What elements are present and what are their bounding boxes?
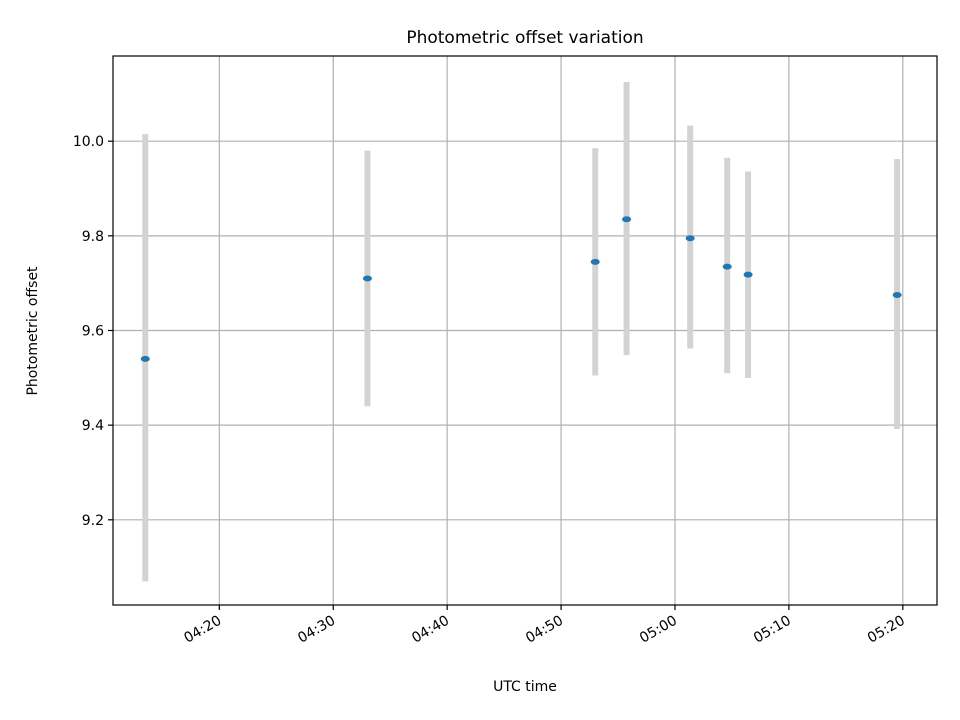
data-point bbox=[743, 271, 753, 278]
errorbar-layer bbox=[142, 82, 901, 582]
x-axis-label: UTC time bbox=[493, 679, 557, 695]
data-point bbox=[362, 275, 372, 282]
y-tick-label: 9.6 bbox=[82, 324, 104, 340]
chart-title: Photometric offset variation bbox=[406, 28, 643, 48]
x-tick-label: 05:00 bbox=[637, 613, 680, 647]
grid-layer bbox=[113, 56, 937, 605]
data-point bbox=[140, 355, 150, 362]
x-tick-label: 04:30 bbox=[295, 613, 338, 647]
data-point bbox=[622, 216, 632, 223]
y-tick-label: 9.2 bbox=[82, 513, 104, 529]
tick-layer: 04:20 04:30 04:40 04:50 05:00 05:10 05:20 9.2 9.… bbox=[73, 134, 908, 646]
data-point bbox=[590, 258, 600, 265]
y-tick-label: 9.8 bbox=[82, 229, 104, 245]
x-tick-label: 04:50 bbox=[523, 613, 566, 647]
x-tick-label: 05:10 bbox=[751, 613, 794, 647]
y-tick-label: 9.4 bbox=[82, 418, 104, 434]
point-layer bbox=[140, 216, 902, 362]
x-tick-label: 04:20 bbox=[181, 613, 224, 647]
data-point bbox=[722, 263, 732, 270]
y-axis-label: Photometric offset bbox=[25, 266, 41, 396]
data-point bbox=[685, 235, 695, 242]
y-tick-label: 10.0 bbox=[73, 134, 104, 150]
data-point bbox=[892, 292, 902, 299]
x-tick-label: 05:20 bbox=[865, 613, 908, 647]
x-tick-label: 04:40 bbox=[409, 613, 452, 647]
